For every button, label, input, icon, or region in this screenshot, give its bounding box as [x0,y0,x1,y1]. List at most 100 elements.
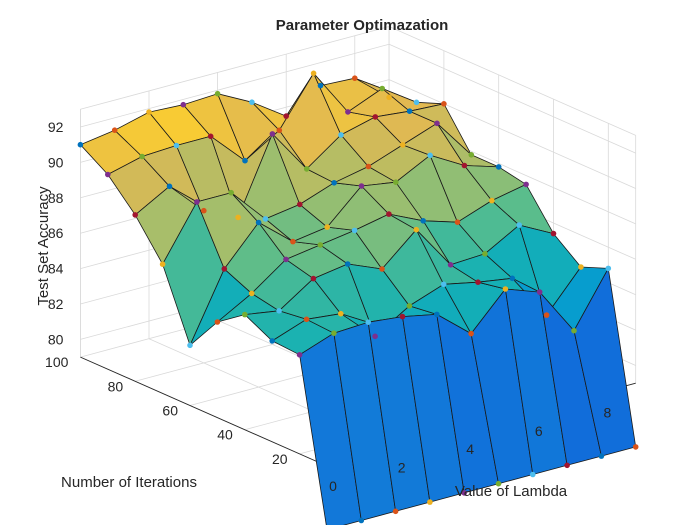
z-tick-label: 82 [48,296,64,312]
data-markers [77,70,639,530]
data-point [406,303,413,309]
data-point [221,266,228,272]
data-point [290,238,296,245]
data-point [598,453,605,459]
data-point [338,310,344,317]
box-edge [80,26,390,110]
data-point [358,183,365,189]
data-point [427,499,433,505]
side-wall-gridline [388,79,636,189]
data-point [146,109,152,115]
x-tick-label: 6 [535,423,543,439]
data-point [413,99,420,106]
data-point [365,319,372,326]
data-point [420,218,427,224]
z-tick-label: 88 [48,190,64,206]
data-point [578,264,584,270]
data-point [132,212,138,218]
data-point [386,211,392,217]
x-tick-label: 2 [398,460,406,476]
data-point [441,101,447,107]
data-point [276,127,283,134]
data-point [139,153,145,160]
data-point [543,312,550,318]
chart-title: Parameter Optimazation [276,17,449,34]
x-axis-label: Value of Lambda [455,483,568,500]
data-point [201,207,207,214]
y-tick-label: 40 [217,427,233,443]
data-point [345,109,351,115]
data-point [262,216,269,222]
data-point [468,330,474,337]
data-point [214,319,221,325]
data-point [564,462,570,469]
data-point [276,308,282,314]
y-tick-label: 60 [162,403,178,419]
data-point [317,242,324,248]
data-point [105,171,111,178]
y-tick-label: 80 [108,378,124,394]
x-tick-label: 4 [466,441,474,457]
data-point [523,181,529,188]
data-point [440,281,447,288]
data-point [228,189,234,196]
data-point [434,120,440,127]
data-point [461,490,468,496]
data-point [242,157,248,164]
data-point [406,108,413,114]
data-point [530,471,536,478]
y-tick-label: 100 [45,354,69,370]
data-point [173,142,180,149]
data-point [605,265,612,272]
data-point [495,164,502,170]
data-point [495,480,502,487]
data-point [468,152,475,158]
data-point [372,114,379,120]
data-point [214,90,221,97]
data-point [392,508,399,515]
x-tick-label: 0 [329,478,337,494]
data-point [454,219,461,225]
data-point [303,316,310,323]
data-point [249,99,255,105]
data-point [283,256,289,263]
data-point [297,201,303,208]
data-point [324,224,331,230]
data-point [159,261,166,268]
data-point [296,352,303,358]
data-point [317,82,324,89]
z-tick-label: 86 [48,225,64,241]
data-point [331,330,337,337]
z-tick-label: 90 [48,154,64,170]
data-point [111,127,118,133]
data-point [393,179,399,185]
data-point [358,517,365,524]
data-point [207,133,214,140]
data-point [180,101,187,108]
data-point [242,311,248,318]
data-point [269,131,276,137]
x-tick-label: 8 [604,404,612,420]
data-point [255,219,262,226]
data-point [482,251,488,257]
data-point [365,163,372,170]
data-point [187,342,193,349]
data-point [303,166,310,172]
data-point [386,94,392,101]
data-point [248,290,255,297]
y-axis-line [80,356,328,467]
back-wall-gridline [80,43,390,128]
data-point [379,85,386,92]
y-axis-label: Number of Iterations [61,474,197,491]
data-point [399,313,406,320]
data-point [331,180,337,186]
data-point [461,162,468,169]
data-point [372,333,378,340]
z-tick-label: 92 [48,119,64,135]
z-tick-label: 80 [48,331,64,347]
tick-labels: 80 82 84 86 88 90 92 0 2 4 6 8 20 40 60 80 100 [45,119,611,494]
data-point [502,286,509,292]
box-edge [388,26,636,136]
